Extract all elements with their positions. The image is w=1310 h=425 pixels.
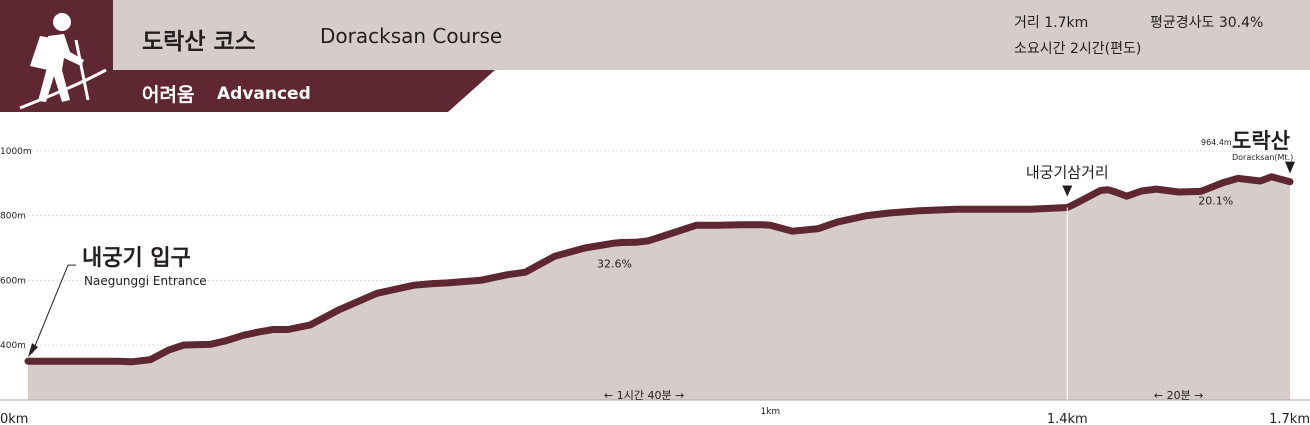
x-tick-label: 1.4km xyxy=(1047,412,1088,425)
start-label-ko: 내궁기 입구 xyxy=(82,246,191,271)
y-tick-label: 800m xyxy=(0,212,26,222)
course-name-ko: 도락산 코스 xyxy=(142,29,256,55)
difficulty-ko: 어려움 xyxy=(142,84,195,106)
summit-label-en: Doracksan(Mt.) xyxy=(1232,153,1293,162)
duration-label: ← 20분 → xyxy=(1154,389,1204,402)
duration-label: ← 1시간 40분 → xyxy=(604,389,684,402)
x-tick-label: 1.7km xyxy=(1269,412,1310,425)
start-label-en: Naegunggi Entrance xyxy=(84,274,207,288)
x-tick-label: 0km xyxy=(0,412,28,425)
junction-marker-arrow xyxy=(1062,185,1073,197)
difficulty-en: Advanced xyxy=(217,84,311,104)
y-tick-label: 600m xyxy=(0,276,26,286)
elevation-line xyxy=(24,173,1294,366)
elevation-profile-chart: 400m 600m 800m 1000m 0km 1km 1.4km 1.7km 내궁기 입구 N… xyxy=(0,129,1310,425)
y-tick-label: 400m xyxy=(0,341,26,351)
y-tick-label: 1000m xyxy=(0,147,32,157)
slope-label: 20.1% xyxy=(1198,194,1233,207)
avg-slope-info: 평균경사도 30.4% xyxy=(1150,15,1264,31)
distance-info: 거리 1.7km xyxy=(1014,15,1089,31)
summit-label: 도락산 xyxy=(1232,129,1290,153)
course-name-en: Doracksan Course xyxy=(320,24,503,48)
header-band xyxy=(0,0,1310,70)
hiker-badge xyxy=(0,0,113,112)
summit-marker-arrow xyxy=(1285,161,1295,174)
summit-elevation-label: 964.4m xyxy=(1201,138,1232,147)
elevation-area xyxy=(28,176,1290,400)
hiker-icon xyxy=(19,13,107,110)
start-marker-arrow xyxy=(28,343,38,358)
duration-info: 소요시간 2시간(편도) xyxy=(1014,41,1142,57)
junction-label: 내궁기삼거리 xyxy=(1026,164,1109,182)
start-leader-line xyxy=(31,264,76,354)
x-tick-label: 1km xyxy=(760,407,780,417)
slope-label: 32.6% xyxy=(597,257,632,270)
